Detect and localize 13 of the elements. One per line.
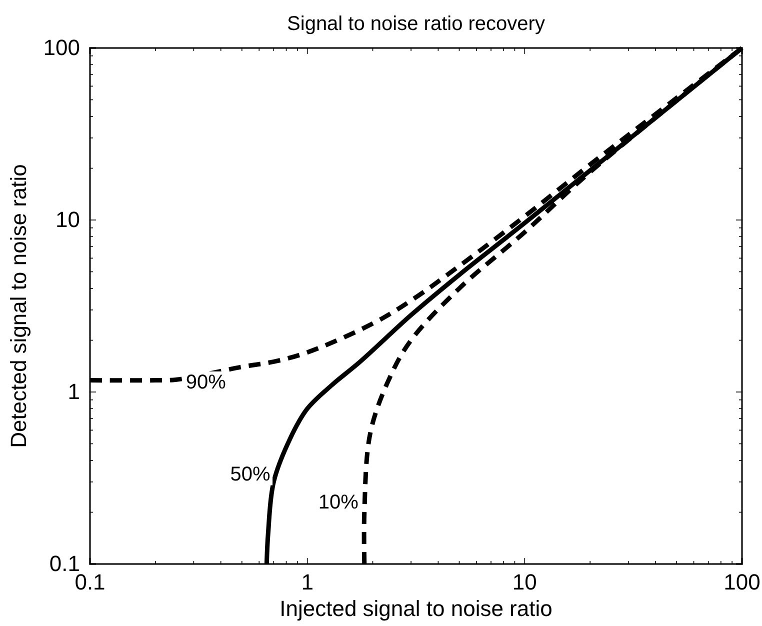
y-tick-label: 100 xyxy=(43,35,80,60)
annotation: 50% xyxy=(230,463,271,486)
y-tick-label: 10 xyxy=(56,207,80,232)
x-tick-label: 100 xyxy=(724,570,760,595)
annotation: 90% xyxy=(186,371,226,394)
chart-title: Signal to noise ratio recovery xyxy=(287,13,545,35)
x-tick-label: 1 xyxy=(301,570,314,595)
x-axis-title: Injected signal to noise ratio xyxy=(280,596,552,621)
y-axis-title: Detected signal to noise ratio xyxy=(6,164,31,448)
x-tick-label: 10 xyxy=(512,570,537,595)
x-tick-label: 0.1 xyxy=(74,570,106,595)
y-tick-label: 1 xyxy=(68,379,80,404)
annotation: 10% xyxy=(318,492,359,514)
